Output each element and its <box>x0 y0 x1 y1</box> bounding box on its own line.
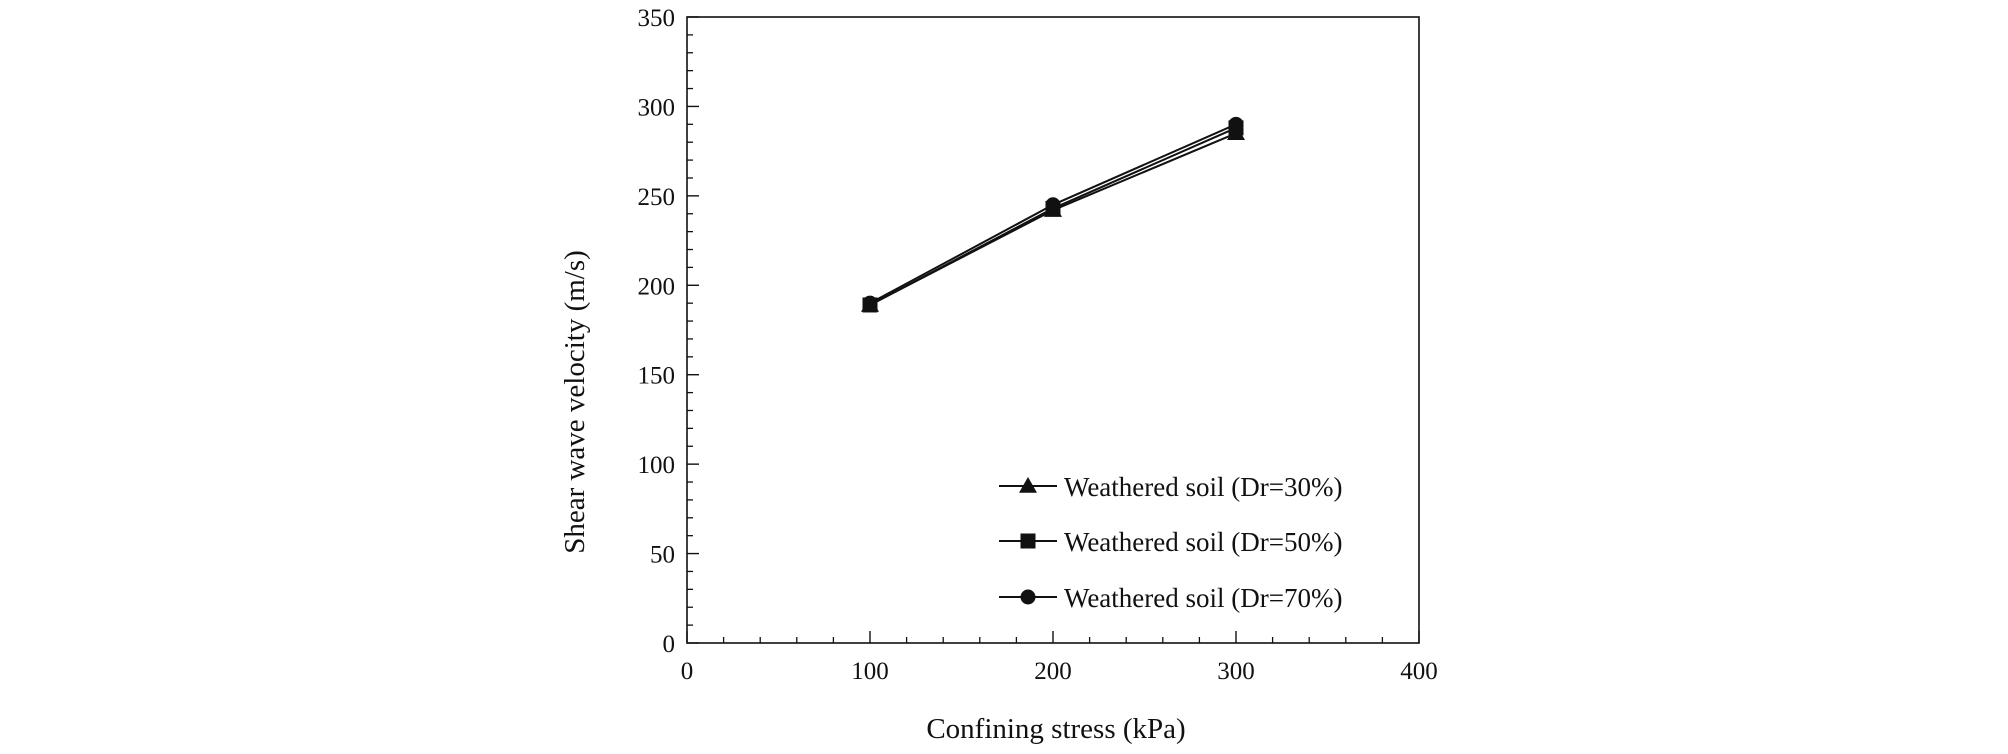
x-tick-label: 200 <box>1034 658 1072 685</box>
legend-label: Weathered soil (Dr=50%) <box>1064 527 1342 557</box>
legend-marker-square <box>1020 533 1036 549</box>
y-tick-label: 0 <box>663 631 676 658</box>
legend-label: Weathered soil (Dr=70%) <box>1064 583 1342 613</box>
y-tick-label: 50 <box>650 542 675 569</box>
x-tick-label: 0 <box>681 658 694 685</box>
legend-item: Weathered soil (Dr=70%) <box>999 583 1342 613</box>
ticks-layer: 0 100 200 300 400 0 50 100 150 200 250 300 350 <box>638 5 1438 685</box>
y-tick-label: 200 <box>638 273 676 300</box>
y-tick-label: 350 <box>638 5 676 32</box>
legend-marker-circle <box>1020 589 1036 605</box>
data-point-circle <box>1228 116 1244 132</box>
x-axis-title: Confining stress (kPa) <box>926 713 1185 745</box>
series-line <box>869 132 1237 306</box>
legend-item: Weathered soil (Dr=50%) <box>999 527 1342 557</box>
y-tick-label: 150 <box>638 363 676 390</box>
x-tick-label: 100 <box>851 658 889 685</box>
x-tick-label: 300 <box>1217 658 1255 685</box>
legend-item: Weathered soil (Dr=30%) <box>999 472 1342 502</box>
y-tick-label: 250 <box>638 184 676 211</box>
legend-label: Weathered soil (Dr=30%) <box>1064 472 1342 502</box>
x-tick-label: 400 <box>1400 658 1438 685</box>
data-point-circle <box>1045 197 1061 213</box>
legend: Weathered soil (Dr=30%) Weathered soil (D… <box>999 472 1342 613</box>
data-point-circle <box>862 295 878 311</box>
series-3 <box>862 116 1244 311</box>
legend-marker-triangle <box>1019 477 1037 493</box>
series-1 <box>861 124 1245 312</box>
y-tick-label: 300 <box>638 94 676 121</box>
series-layer <box>861 116 1245 313</box>
y-tick-label: 100 <box>638 452 676 479</box>
y-axis-title: Shear wave velocity (m/s) <box>559 250 591 554</box>
